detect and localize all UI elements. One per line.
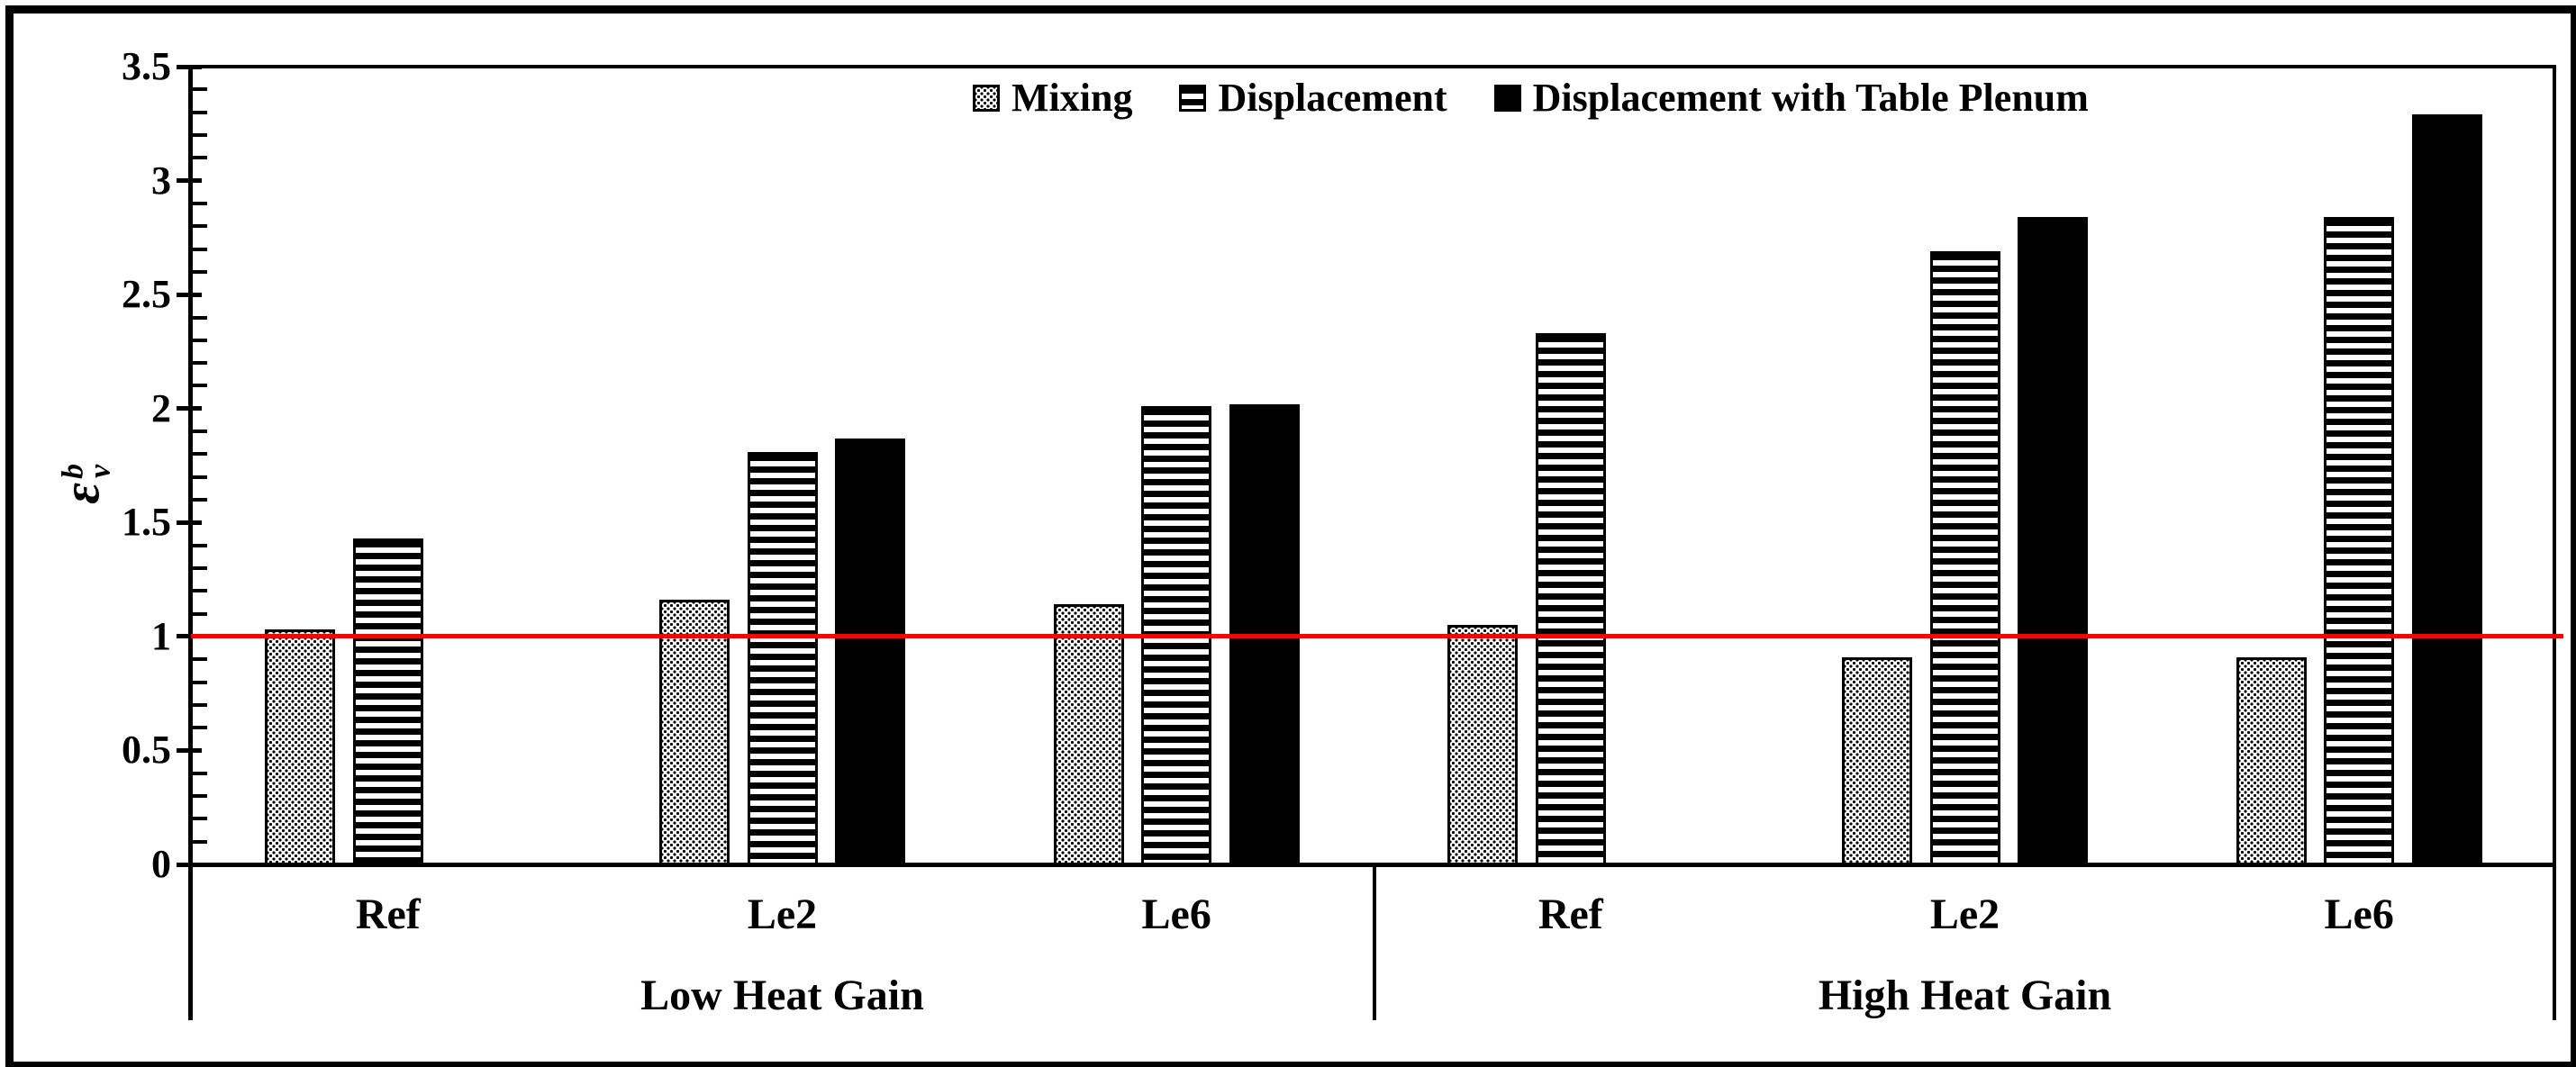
y-minor-tick (192, 110, 207, 114)
legend-item-table-plenum: Displacement with Table Plenum (1493, 76, 2089, 120)
y-tick-label: 2 (151, 385, 171, 430)
y-minor-tick (192, 338, 207, 342)
category-label-ref: Ref (355, 891, 421, 938)
y-minor-tick (192, 817, 207, 821)
bar-displacement-le2-low-heat-gain- (747, 451, 818, 867)
legend-label-displacement: Displacement (1218, 76, 1447, 120)
legend: Mixing Displacement Displacement with Ta… (973, 77, 2136, 119)
bar-mixing-le2-low-heat-gain- (659, 600, 730, 867)
y-axis-line (188, 65, 193, 1020)
bar-mixing-ref-low-heat-gain- (265, 629, 336, 867)
y-tick-label: 0.5 (122, 728, 171, 773)
y-major-tick (177, 406, 202, 411)
y-tick-label: 1 (151, 613, 171, 658)
figure-outer-border (5, 5, 2576, 1067)
y-minor-tick (192, 430, 207, 433)
y-major-tick (177, 64, 202, 69)
plot-top-border (188, 65, 2556, 68)
y-minor-tick (192, 839, 207, 844)
legend-label-table-plenum: Displacement with Table Plenum (1532, 76, 2089, 120)
y-minor-tick (192, 87, 207, 92)
plot-right-border (2553, 65, 2556, 1020)
y-minor-tick (192, 794, 207, 799)
category-label-le2: Le2 (1929, 891, 2000, 938)
y-major-tick (177, 747, 202, 753)
group-label-high-heat-gain: High Heat Gain (1818, 972, 2112, 1019)
y-tick-label: 0 (151, 842, 171, 886)
category-label-le6: Le6 (1141, 891, 1211, 938)
y-minor-tick (192, 498, 207, 502)
y-minor-tick (192, 475, 207, 479)
legend-item-displacement: Displacement (1179, 77, 1447, 119)
bar-displacement-with-table-plenum-le2-low-heat-gain- (835, 438, 905, 867)
bar-displacement-ref-low-heat-gain- (352, 538, 423, 867)
y-minor-tick (192, 452, 207, 457)
y-major-tick (177, 292, 202, 297)
y-axis-symbol: ε (51, 482, 111, 504)
y-minor-tick (192, 361, 207, 366)
y-minor-tick (192, 269, 207, 274)
y-minor-tick (192, 657, 207, 662)
bar-mixing-ref-high-heat-gain- (1447, 625, 1519, 867)
legend-item-mixing: Mixing (973, 77, 1132, 119)
y-minor-tick (192, 315, 207, 320)
legend-label-mixing: Mixing (1011, 76, 1133, 120)
y-minor-tick (192, 384, 207, 388)
category-label-ref: Ref (1537, 891, 1603, 938)
y-major-tick (177, 634, 202, 639)
y-minor-tick (192, 702, 207, 707)
y-tick-label: 3.5 (122, 44, 171, 88)
bar-mixing-le6-low-heat-gain- (1053, 604, 1124, 867)
y-major-tick (177, 520, 202, 525)
category-label-le2: Le2 (747, 891, 818, 938)
y-minor-tick (192, 156, 207, 160)
y-minor-tick (192, 565, 207, 570)
y-minor-tick (192, 543, 207, 547)
y-tick-label: 1.5 (122, 500, 171, 545)
mixing-swatch-icon (973, 85, 1000, 112)
y-minor-tick (192, 611, 207, 616)
y-minor-tick (192, 247, 207, 251)
bar-displacement-le2-high-heat-gain- (1929, 251, 2000, 867)
group-divider-line (1373, 864, 1376, 1020)
y-tick-label: 2.5 (122, 272, 171, 317)
group-label-low-heat-gain: Low Heat Gain (640, 972, 924, 1019)
category-label-le6: Le6 (2324, 891, 2394, 938)
y-axis-subscript: v (83, 464, 117, 478)
y-tick-label: 3 (151, 158, 171, 203)
reference-line (191, 634, 2563, 638)
bar-displacement-le6-high-heat-gain- (2324, 217, 2395, 867)
y-minor-tick (192, 680, 207, 684)
y-minor-tick (192, 726, 207, 730)
displacement-swatch-icon (1179, 85, 1207, 112)
y-minor-tick (192, 132, 207, 137)
bar-displacement-with-table-plenum-le2-high-heat-gain- (2018, 217, 2088, 867)
y-major-tick (177, 178, 202, 184)
bar-mixing-le2-high-heat-gain- (1842, 656, 1912, 867)
x-axis-line (177, 863, 2556, 867)
y-minor-tick (192, 224, 207, 229)
bar-displacement-ref-high-heat-gain- (1535, 333, 1606, 867)
table-plenum-swatch-icon (1493, 85, 1521, 112)
bar-displacement-with-table-plenum-le6-high-heat-gain- (2411, 114, 2482, 867)
y-minor-tick (192, 201, 207, 205)
y-minor-tick (192, 589, 207, 593)
bar-mixing-le6-high-heat-gain- (2236, 656, 2307, 867)
y-minor-tick (192, 771, 207, 775)
